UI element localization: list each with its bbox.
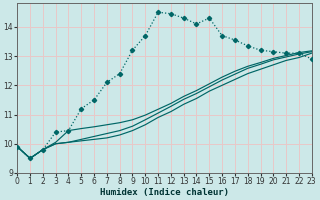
X-axis label: Humidex (Indice chaleur): Humidex (Indice chaleur) xyxy=(100,188,229,197)
